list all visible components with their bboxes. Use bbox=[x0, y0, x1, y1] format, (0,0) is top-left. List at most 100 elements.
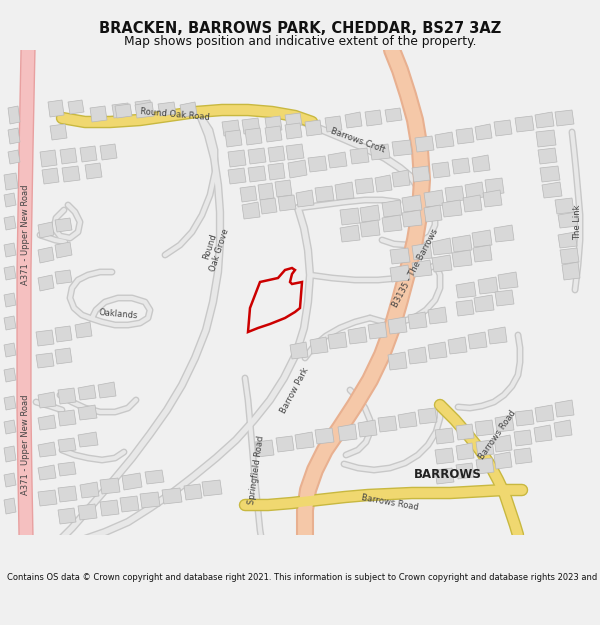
Polygon shape bbox=[55, 326, 72, 342]
Polygon shape bbox=[4, 293, 16, 307]
Polygon shape bbox=[228, 150, 246, 167]
Polygon shape bbox=[476, 440, 494, 456]
Polygon shape bbox=[80, 482, 99, 498]
Polygon shape bbox=[85, 163, 102, 179]
Polygon shape bbox=[4, 473, 16, 487]
Polygon shape bbox=[100, 144, 117, 160]
Polygon shape bbox=[382, 200, 402, 217]
Polygon shape bbox=[555, 400, 574, 417]
Polygon shape bbox=[340, 208, 360, 225]
Polygon shape bbox=[248, 148, 266, 164]
Polygon shape bbox=[554, 420, 572, 437]
Polygon shape bbox=[55, 348, 72, 364]
Polygon shape bbox=[388, 352, 407, 370]
Polygon shape bbox=[98, 382, 116, 398]
Polygon shape bbox=[435, 428, 454, 444]
Polygon shape bbox=[286, 144, 304, 160]
Polygon shape bbox=[115, 104, 132, 118]
Polygon shape bbox=[432, 238, 452, 255]
Text: Round
Oak Grove: Round Oak Grove bbox=[199, 224, 231, 272]
Polygon shape bbox=[514, 430, 532, 446]
Polygon shape bbox=[515, 116, 534, 132]
Polygon shape bbox=[310, 337, 328, 354]
Polygon shape bbox=[448, 337, 467, 354]
Polygon shape bbox=[494, 452, 512, 469]
Polygon shape bbox=[412, 260, 432, 277]
Polygon shape bbox=[535, 112, 554, 128]
Polygon shape bbox=[276, 436, 294, 452]
Polygon shape bbox=[225, 130, 242, 147]
Polygon shape bbox=[534, 425, 552, 442]
Text: The Link: The Link bbox=[574, 204, 583, 240]
Polygon shape bbox=[58, 438, 76, 452]
Polygon shape bbox=[424, 205, 442, 222]
Polygon shape bbox=[4, 173, 18, 190]
Polygon shape bbox=[415, 136, 434, 152]
Polygon shape bbox=[348, 327, 367, 344]
Polygon shape bbox=[350, 148, 369, 164]
Polygon shape bbox=[435, 468, 454, 484]
Polygon shape bbox=[245, 128, 262, 145]
Polygon shape bbox=[474, 295, 494, 312]
Polygon shape bbox=[228, 168, 246, 184]
Polygon shape bbox=[392, 170, 410, 187]
Polygon shape bbox=[542, 182, 562, 198]
Polygon shape bbox=[58, 486, 77, 502]
Polygon shape bbox=[120, 496, 139, 512]
Polygon shape bbox=[390, 265, 410, 282]
Polygon shape bbox=[452, 235, 472, 252]
Polygon shape bbox=[4, 420, 16, 434]
Polygon shape bbox=[468, 332, 487, 349]
Polygon shape bbox=[418, 408, 437, 424]
Polygon shape bbox=[456, 282, 476, 298]
Polygon shape bbox=[75, 322, 92, 338]
Polygon shape bbox=[38, 465, 56, 480]
Text: A371 - Upper New Road: A371 - Upper New Road bbox=[22, 185, 31, 285]
Polygon shape bbox=[305, 120, 322, 136]
Polygon shape bbox=[242, 118, 260, 134]
Polygon shape bbox=[378, 416, 397, 432]
Text: Barrows Road: Barrows Road bbox=[361, 494, 419, 512]
Polygon shape bbox=[355, 178, 374, 194]
Polygon shape bbox=[8, 150, 20, 164]
Polygon shape bbox=[465, 182, 484, 199]
Polygon shape bbox=[483, 190, 502, 207]
Polygon shape bbox=[368, 322, 387, 339]
Polygon shape bbox=[240, 186, 257, 202]
Text: Springfield Road: Springfield Road bbox=[247, 435, 265, 505]
Polygon shape bbox=[485, 178, 504, 195]
Polygon shape bbox=[382, 215, 402, 232]
Polygon shape bbox=[4, 446, 16, 462]
Polygon shape bbox=[55, 218, 72, 232]
Polygon shape bbox=[535, 405, 554, 422]
Polygon shape bbox=[4, 316, 16, 330]
Polygon shape bbox=[78, 385, 96, 400]
Polygon shape bbox=[540, 166, 560, 182]
Polygon shape bbox=[445, 186, 464, 202]
Polygon shape bbox=[412, 243, 432, 260]
Polygon shape bbox=[360, 220, 380, 237]
Polygon shape bbox=[456, 463, 474, 479]
Polygon shape bbox=[258, 183, 274, 200]
Polygon shape bbox=[222, 120, 240, 136]
Text: Oaklands: Oaklands bbox=[98, 308, 138, 320]
Polygon shape bbox=[562, 262, 580, 280]
Polygon shape bbox=[288, 160, 307, 178]
Polygon shape bbox=[42, 168, 59, 184]
Polygon shape bbox=[558, 212, 578, 228]
Polygon shape bbox=[4, 368, 16, 382]
Polygon shape bbox=[285, 123, 302, 139]
Polygon shape bbox=[255, 440, 274, 457]
Polygon shape bbox=[62, 166, 80, 182]
Polygon shape bbox=[478, 277, 498, 294]
Polygon shape bbox=[38, 392, 56, 408]
Polygon shape bbox=[475, 124, 492, 140]
Polygon shape bbox=[498, 272, 518, 289]
Polygon shape bbox=[360, 205, 380, 222]
Polygon shape bbox=[38, 247, 54, 263]
Polygon shape bbox=[100, 478, 120, 494]
Polygon shape bbox=[4, 396, 16, 410]
Text: Contains OS data © Crown copyright and database right 2021. This information is : Contains OS data © Crown copyright and d… bbox=[7, 573, 600, 582]
Polygon shape bbox=[58, 388, 76, 404]
Polygon shape bbox=[8, 106, 20, 124]
